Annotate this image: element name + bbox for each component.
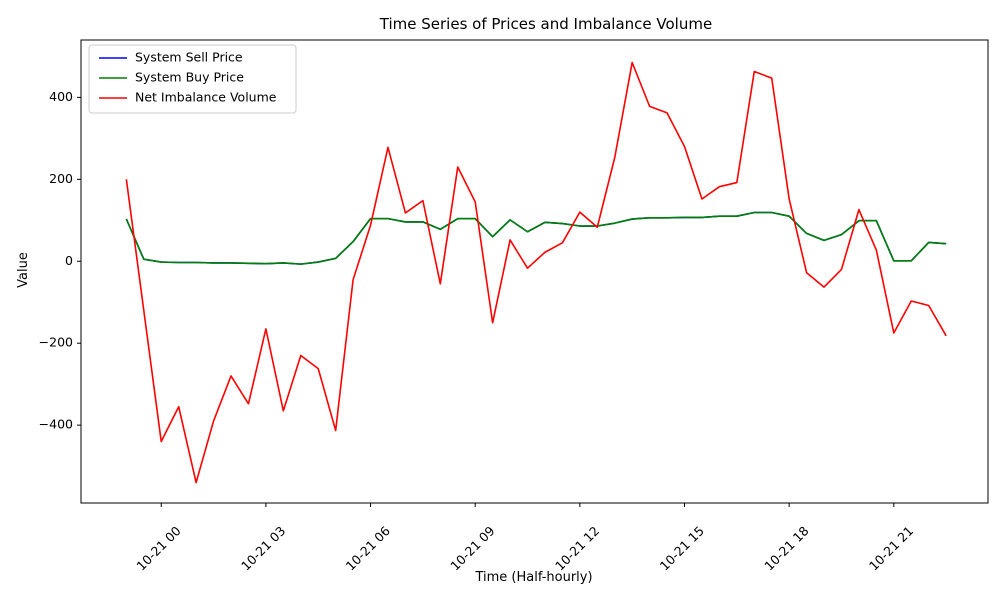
x-axis-title: Time (Half-hourly) [474,570,592,585]
series-line-3 [125,61,947,484]
y-tick-label: −400 [39,417,73,432]
legend: System Sell Price System Buy Price Net Imb… [88,44,297,114]
legend-label-3: Net Imbalance Volume [135,90,277,105]
legend-label-2: System Buy Price [135,70,244,85]
y-tick-label: 400 [49,89,73,104]
axes-frame [80,39,989,504]
legend-label-1: System Sell Price [135,50,243,65]
y-tick-label: 0 [65,253,73,268]
series-line-2 [125,211,947,265]
y-tick-label: 200 [49,171,73,186]
y-axis-title: Value [16,252,31,288]
y-tick-label: −200 [39,335,73,350]
legend-box [88,44,297,114]
chart-title: Time Series of Prices and Imbalance Volu… [379,15,712,33]
